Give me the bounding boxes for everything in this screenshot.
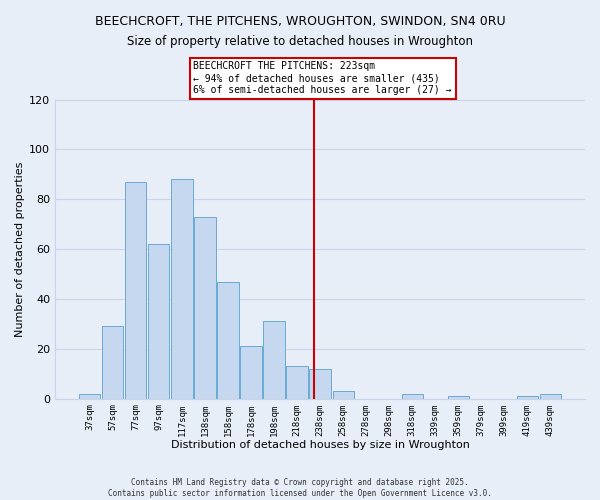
Bar <box>448 396 469 398</box>
Bar <box>263 322 284 398</box>
Bar <box>79 394 100 398</box>
X-axis label: Distribution of detached houses by size in Wroughton: Distribution of detached houses by size … <box>170 440 470 450</box>
Bar <box>125 182 146 398</box>
Text: Contains HM Land Registry data © Crown copyright and database right 2025.
Contai: Contains HM Land Registry data © Crown c… <box>108 478 492 498</box>
Bar <box>540 394 561 398</box>
Bar <box>241 346 262 399</box>
Bar <box>148 244 169 398</box>
Bar <box>401 394 423 398</box>
Text: BEECHCROFT, THE PITCHENS, WROUGHTON, SWINDON, SN4 0RU: BEECHCROFT, THE PITCHENS, WROUGHTON, SWI… <box>95 15 505 28</box>
Text: BEECHCROFT THE PITCHENS: 223sqm
← 94% of detached houses are smaller (435)
6% of: BEECHCROFT THE PITCHENS: 223sqm ← 94% of… <box>193 62 452 94</box>
Text: Size of property relative to detached houses in Wroughton: Size of property relative to detached ho… <box>127 35 473 48</box>
Bar <box>286 366 308 398</box>
Bar <box>194 217 215 398</box>
Bar <box>172 180 193 398</box>
Bar <box>217 282 239 399</box>
Bar <box>102 326 124 398</box>
Y-axis label: Number of detached properties: Number of detached properties <box>15 162 25 337</box>
Bar <box>332 391 353 398</box>
Bar <box>310 369 331 398</box>
Bar <box>517 396 538 398</box>
